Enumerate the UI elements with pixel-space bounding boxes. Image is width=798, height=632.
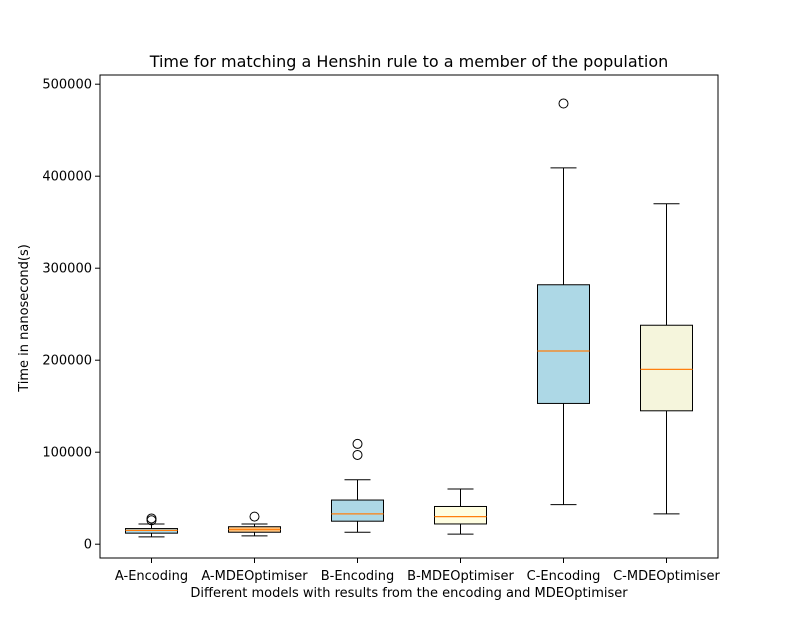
x-tick-label: C-MDEOptimiser [613, 569, 720, 584]
y-tick-label: 100000 [42, 446, 92, 461]
box-group [640, 203, 693, 515]
chart-title: Time for matching a Henshin rule to a me… [149, 52, 669, 71]
outlier-point [352, 438, 363, 449]
iqr-box [331, 499, 384, 522]
ticks-layer: 0 100000 200000 300000 400000 500000 A-Encodin… [42, 78, 720, 584]
x-tick-label: C-Encoding [527, 569, 601, 584]
y-tick-label: 200000 [42, 354, 92, 369]
y-tick-label: 300000 [42, 262, 92, 277]
box-group [434, 488, 487, 535]
outlier-point [558, 98, 569, 109]
x-axis-label: Different models with results from the e… [190, 586, 628, 601]
box-group [228, 511, 281, 537]
box-group [331, 438, 384, 533]
outlier-point [249, 511, 260, 522]
y-tick-label: 400000 [42, 170, 92, 185]
y-tick-label: 500000 [42, 78, 92, 93]
iqr-box [537, 284, 590, 404]
box-group [537, 98, 590, 506]
y-tick-label: 0 [84, 538, 92, 553]
x-tick-label: B-Encoding [321, 569, 395, 584]
iqr-box [640, 324, 693, 412]
plot-area-frame [99, 74, 719, 559]
x-tick-label: A-MDEOptimiser [201, 569, 308, 584]
outlier-point [146, 513, 157, 524]
x-tick-label: B-MDEOptimiser [407, 569, 514, 584]
iqr-box [434, 505, 487, 525]
outlier-point [352, 449, 363, 460]
y-axis-label: Time in nanosecond(s) [17, 244, 32, 393]
box-group [125, 513, 178, 538]
boxes-layer [125, 98, 693, 538]
x-tick-label: A-Encoding [115, 569, 188, 584]
